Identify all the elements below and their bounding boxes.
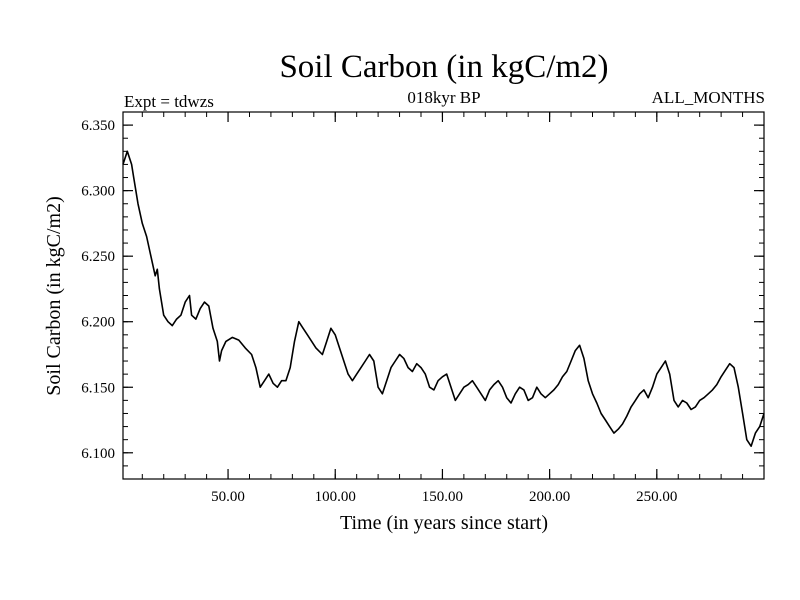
- y-tick-label: 6.200: [81, 315, 115, 331]
- period-label: 018kyr BP: [407, 88, 480, 107]
- y-tick-label: 6.300: [81, 184, 115, 200]
- x-tick-label: 100.00: [315, 489, 356, 505]
- x-tick-label: 150.00: [422, 489, 463, 505]
- x-axis-label: Time (in years since start): [340, 512, 548, 534]
- major-ticks: [123, 112, 764, 479]
- y-tick-labels: 6.100 6.150 6.200 6.250 6.300 6.350: [81, 118, 115, 462]
- x-tick-label: 50.00: [211, 489, 245, 505]
- y-tick-label: 6.250: [81, 249, 115, 265]
- months-label: ALL_MONTHS: [652, 88, 765, 107]
- soil-carbon-series-line: [122, 150, 765, 448]
- x-tick-labels: 50.00 100.00 150.00 200.00 250.00: [211, 489, 677, 505]
- plot-frame: [122, 111, 765, 480]
- y-axis-label: Soil Carbon (in kgC/m2): [43, 196, 65, 395]
- x-tick-label: 250.00: [636, 489, 677, 505]
- experiment-label: Expt = tdwzs: [124, 92, 214, 111]
- y-tick-label: 6.350: [81, 118, 115, 134]
- chart-title: Soil Carbon (in kgC/m2): [279, 49, 608, 85]
- minor-ticks: [123, 111, 764, 479]
- y-tick-label: 6.100: [81, 446, 115, 462]
- x-tick-label: 200.00: [529, 489, 570, 505]
- y-tick-label: 6.150: [81, 380, 115, 396]
